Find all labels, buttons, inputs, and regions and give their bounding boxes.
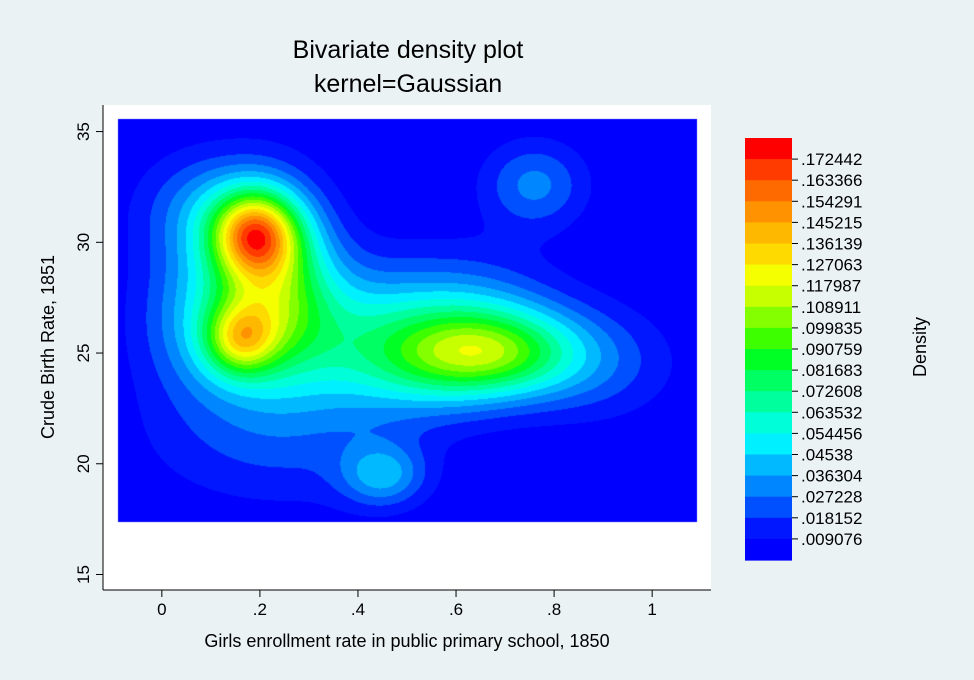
x-tick-label: .6	[449, 600, 463, 619]
y-tick-label: 35	[74, 122, 93, 141]
colorbar-swatch	[745, 370, 792, 392]
colorbar-tick-label: .072608	[801, 382, 862, 401]
colorbar-swatch	[745, 138, 792, 160]
colorbar-swatch	[745, 391, 792, 413]
x-axis-ticks: 0 .2 .4 .6 .8 1	[157, 590, 657, 619]
colorbar-tick-label: .054456	[801, 424, 862, 443]
colorbar-tick-label: .136139	[801, 235, 862, 254]
colorbar-swatch	[745, 349, 792, 371]
colorbar-tick-label: .099835	[801, 319, 862, 338]
colorbar-tick-label: .117987	[801, 277, 861, 296]
colorbar-tick-label: .063532	[801, 403, 862, 422]
y-tick-label: 30	[74, 233, 93, 252]
colorbar-swatch	[745, 517, 792, 540]
chart-title-line-1: Bivariate density plot	[293, 36, 524, 64]
x-tick-label: 0	[157, 600, 166, 619]
colorbar-label: Density	[910, 317, 930, 377]
colorbar: .172442 .163366 .154291 .145215 .136139 .1270…	[745, 138, 862, 561]
y-tick-label: 25	[74, 344, 93, 363]
colorbar-tick-label: .018152	[801, 509, 862, 528]
colorbar-swatch	[745, 243, 792, 266]
colorbar-tick-label: .027228	[801, 488, 862, 507]
colorbar-swatch	[745, 306, 792, 329]
y-axis-label: Crude Birth Rate, 1851	[38, 255, 58, 439]
colorbar-tick-label: .154291	[801, 192, 862, 211]
x-tick-label: 1	[647, 600, 656, 619]
colorbar-tick-label: .090759	[801, 340, 862, 359]
x-tick-label: .8	[547, 600, 561, 619]
colorbar-swatch	[745, 327, 792, 350]
colorbar-swatch	[745, 159, 792, 181]
x-axis-label: Girls enrollment rate in public primary …	[204, 631, 609, 651]
colorbar-tick-label: .04538	[801, 446, 853, 465]
y-tick-label: 15	[74, 565, 93, 584]
colorbar-tick-label: .145215	[801, 213, 862, 232]
colorbar-swatch	[745, 285, 792, 308]
colorbar-swatch	[745, 201, 792, 223]
colorbar-swatch	[745, 412, 792, 434]
y-tick-label: 20	[74, 454, 93, 473]
colorbar-tick-label: .009076	[801, 530, 862, 549]
colorbar-swatch	[745, 454, 792, 477]
colorbar-swatch	[745, 433, 792, 456]
axes	[102, 105, 711, 591]
colorbar-swatch	[745, 538, 792, 561]
x-tick-label: .4	[351, 600, 365, 619]
x-tick-label: .2	[253, 600, 267, 619]
colorbar-tick-label: .127063	[801, 256, 862, 275]
colorbar-tick-label: .036304	[801, 467, 862, 486]
density-surface	[103, 105, 711, 590]
y-axis-ticks: 15 20 25 30 35	[74, 122, 103, 584]
colorbar-tick-label: .108911	[801, 298, 861, 317]
chart-title-line-2: kernel=Gaussian	[314, 70, 502, 98]
colorbar-swatch	[745, 496, 792, 519]
colorbar-tick-label: .172442	[801, 150, 862, 169]
colorbar-tick-label: .081683	[801, 361, 862, 380]
density-image	[103, 105, 711, 590]
colorbar-tick-label: .163366	[801, 171, 862, 190]
colorbar-swatch	[745, 180, 792, 202]
colorbar-swatch	[745, 475, 792, 498]
colorbar-swatch	[745, 222, 792, 245]
colorbar-swatch	[745, 264, 792, 287]
